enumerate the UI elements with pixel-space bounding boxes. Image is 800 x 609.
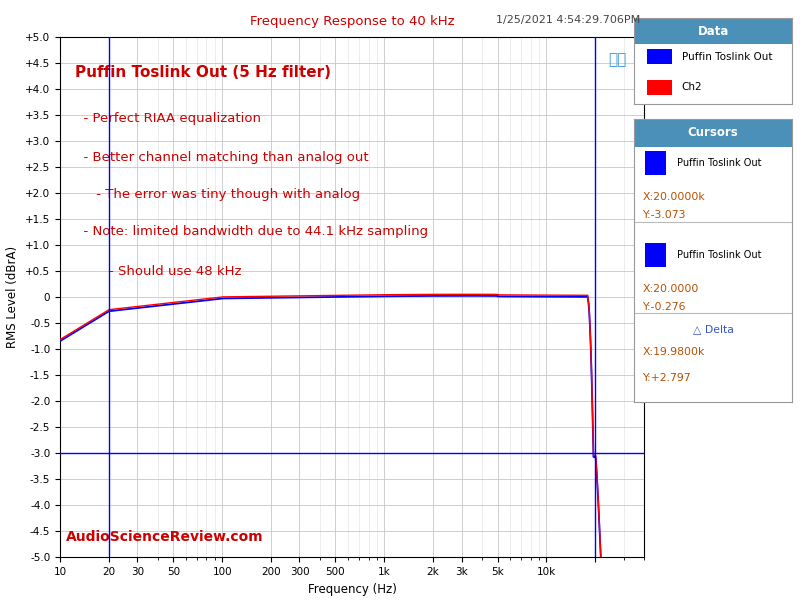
Text: Puffin Toslink Out: Puffin Toslink Out xyxy=(677,158,762,167)
Bar xyxy=(634,18,792,44)
Bar xyxy=(647,49,672,65)
Bar xyxy=(646,151,666,175)
Text: Cursors: Cursors xyxy=(688,127,738,139)
Text: Y:-3.073: Y:-3.073 xyxy=(642,210,686,220)
Text: - The error was tiny though with analog: - The error was tiny though with analog xyxy=(74,188,360,200)
Text: X:19.9800k: X:19.9800k xyxy=(642,347,705,357)
X-axis label: Frequency (Hz): Frequency (Hz) xyxy=(307,583,397,596)
Text: Y:-0.276: Y:-0.276 xyxy=(642,302,686,312)
Text: Puffin Toslink Out: Puffin Toslink Out xyxy=(677,250,762,260)
Text: 1/25/2021 4:54:29.706PM: 1/25/2021 4:54:29.706PM xyxy=(496,15,640,25)
Text: Ⓐ𝒫: Ⓐ𝒫 xyxy=(608,52,626,67)
Text: - Note: limited bandwidth due to 44.1 kHz sampling: - Note: limited bandwidth due to 44.1 kH… xyxy=(74,225,428,238)
Text: - Perfect RIAA equalization: - Perfect RIAA equalization xyxy=(74,112,261,125)
Text: X:20.0000k: X:20.0000k xyxy=(642,192,705,202)
Text: Ch2: Ch2 xyxy=(682,82,702,93)
Text: Puffin Toslink Out: Puffin Toslink Out xyxy=(682,52,772,62)
Bar xyxy=(646,244,666,267)
Y-axis label: RMS Level (dBrA): RMS Level (dBrA) xyxy=(6,246,19,348)
Text: - Better channel matching than analog out: - Better channel matching than analog ou… xyxy=(74,151,368,164)
Text: Frequency Response to 40 kHz: Frequency Response to 40 kHz xyxy=(250,15,454,28)
Text: Data: Data xyxy=(698,24,729,38)
Text: - Should use 48 kHz: - Should use 48 kHz xyxy=(74,264,241,278)
Text: AudioScienceReview.com: AudioScienceReview.com xyxy=(66,530,263,544)
Text: △ Delta: △ Delta xyxy=(693,325,734,335)
Bar xyxy=(647,80,672,95)
Text: Puffin Toslink Out (5 Hz filter): Puffin Toslink Out (5 Hz filter) xyxy=(74,65,330,80)
Text: X:20.0000: X:20.0000 xyxy=(642,284,698,294)
Bar xyxy=(634,119,792,147)
Text: Y:+2.797: Y:+2.797 xyxy=(642,373,691,383)
